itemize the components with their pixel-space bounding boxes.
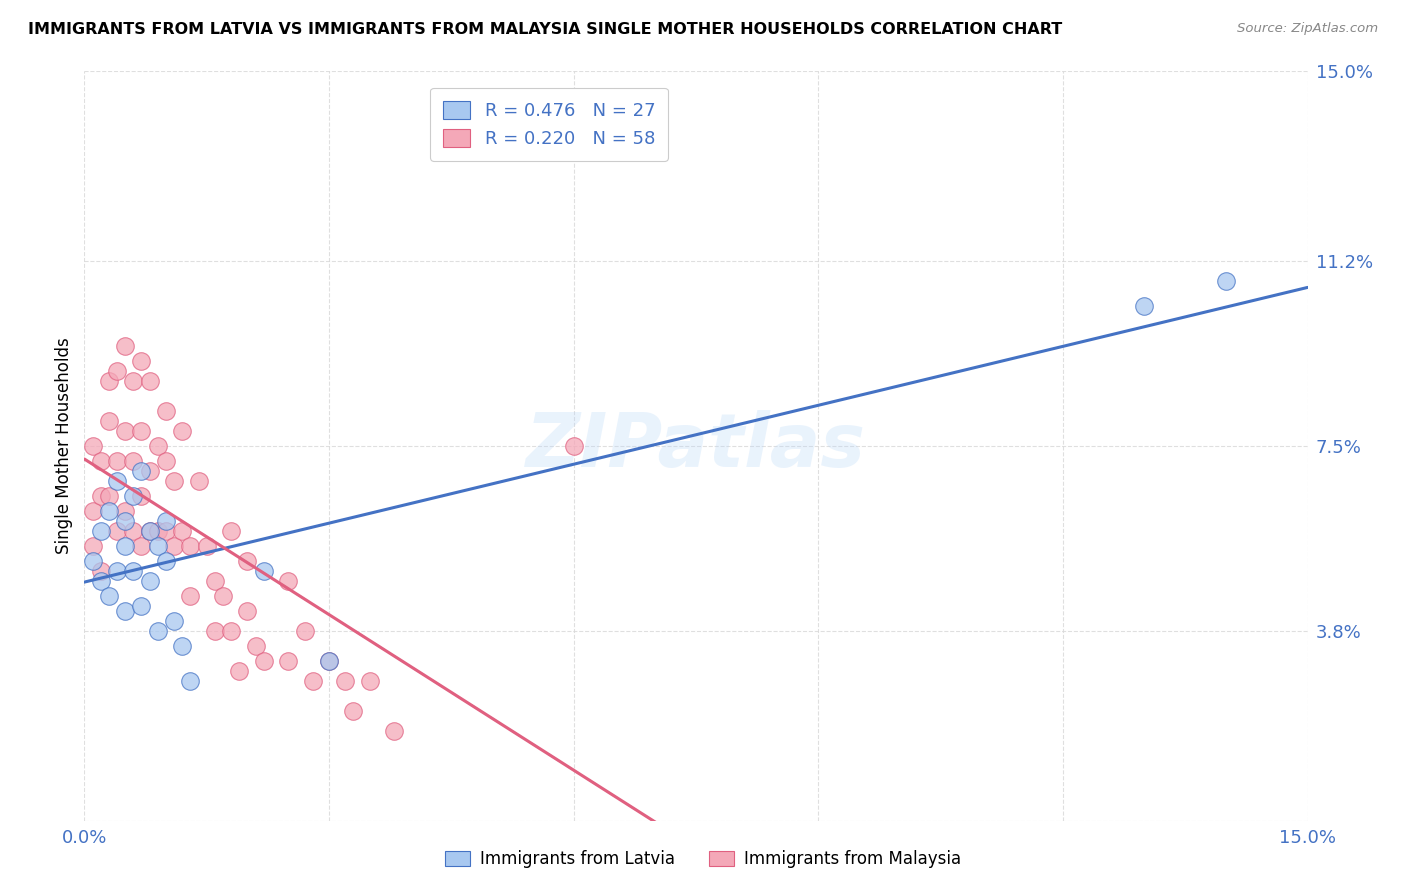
Point: [105, 564, 128, 578]
Y-axis label: Single Mother Households: Single Mother Households: [55, 338, 73, 554]
Text: ZIPatlas: ZIPatlas: [526, 409, 866, 483]
Point: [105, 454, 128, 468]
Point: [163, 614, 186, 628]
Point: [236, 604, 259, 618]
Point: [97, 414, 120, 428]
Point: [90, 524, 112, 538]
Point: [131, 464, 153, 478]
Point: [138, 464, 160, 478]
Point: [172, 524, 194, 538]
Point: [155, 554, 177, 568]
Point: [277, 574, 299, 588]
Point: [172, 424, 194, 438]
Point: [97, 489, 120, 503]
Point: [82, 439, 104, 453]
Point: [172, 639, 194, 653]
Point: [146, 624, 169, 638]
Point: [114, 514, 136, 528]
Point: [335, 673, 357, 688]
Point: [82, 539, 104, 553]
Point: [90, 574, 112, 588]
Point: [105, 524, 128, 538]
Point: [155, 514, 177, 528]
Point: [90, 489, 112, 503]
Point: [114, 504, 136, 518]
Point: [114, 604, 136, 618]
Point: [155, 404, 177, 418]
Point: [318, 654, 340, 668]
Point: [114, 539, 136, 553]
Point: [382, 723, 405, 738]
Point: [1215, 274, 1237, 288]
Point: [146, 439, 169, 453]
Point: [179, 589, 201, 603]
Text: Source: ZipAtlas.com: Source: ZipAtlas.com: [1237, 22, 1378, 36]
Point: [228, 664, 250, 678]
Point: [195, 539, 218, 553]
Point: [138, 524, 160, 538]
Point: [82, 504, 104, 518]
Point: [97, 589, 120, 603]
Point: [562, 439, 585, 453]
Point: [138, 524, 160, 538]
Point: [114, 339, 136, 353]
Point: [105, 474, 128, 488]
Legend: Immigrants from Latvia, Immigrants from Malaysia: Immigrants from Latvia, Immigrants from …: [439, 844, 967, 875]
Legend: R = 0.476   N = 27, R = 0.220   N = 58: R = 0.476 N = 27, R = 0.220 N = 58: [430, 88, 668, 161]
Point: [105, 364, 128, 378]
Point: [131, 599, 153, 613]
Point: [82, 554, 104, 568]
Point: [253, 564, 276, 578]
Point: [122, 454, 145, 468]
Point: [187, 474, 209, 488]
Point: [359, 673, 381, 688]
Point: [131, 354, 153, 368]
Point: [131, 489, 153, 503]
Point: [219, 624, 242, 638]
Point: [122, 374, 145, 388]
Point: [97, 374, 120, 388]
Point: [301, 673, 323, 688]
Point: [204, 624, 226, 638]
Point: [138, 574, 160, 588]
Point: [155, 524, 177, 538]
Point: [212, 589, 235, 603]
Point: [114, 424, 136, 438]
Point: [219, 524, 242, 538]
Point: [90, 564, 112, 578]
Point: [90, 454, 112, 468]
Point: [179, 673, 201, 688]
Point: [97, 504, 120, 518]
Point: [253, 654, 276, 668]
Point: [138, 374, 160, 388]
Point: [318, 654, 340, 668]
Point: [122, 524, 145, 538]
Point: [163, 474, 186, 488]
Text: IMMIGRANTS FROM LATVIA VS IMMIGRANTS FROM MALAYSIA SINGLE MOTHER HOUSEHOLDS CORR: IMMIGRANTS FROM LATVIA VS IMMIGRANTS FRO…: [28, 22, 1063, 37]
Point: [146, 539, 169, 553]
Point: [204, 574, 226, 588]
Point: [122, 564, 145, 578]
Point: [236, 554, 259, 568]
Point: [179, 539, 201, 553]
Point: [146, 524, 169, 538]
Point: [163, 539, 186, 553]
Point: [122, 489, 145, 503]
Point: [294, 624, 316, 638]
Point: [277, 654, 299, 668]
Point: [342, 704, 364, 718]
Point: [1133, 299, 1156, 313]
Point: [155, 454, 177, 468]
Point: [131, 539, 153, 553]
Point: [131, 424, 153, 438]
Point: [245, 639, 267, 653]
